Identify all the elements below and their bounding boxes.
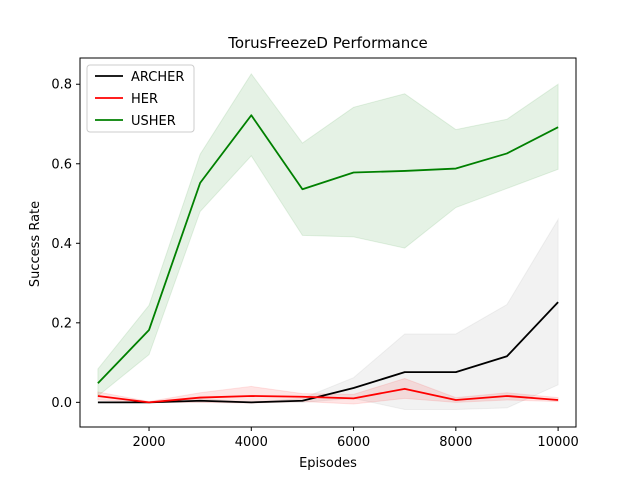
y-tick-label: 0.0 xyxy=(51,396,72,411)
line-her xyxy=(97,387,559,404)
legend-box xyxy=(86,64,195,133)
y-tick-label: 0.8 xyxy=(51,78,72,93)
x-tick-label: 2000 xyxy=(132,435,165,450)
x-tick-label: 8000 xyxy=(439,435,472,450)
line-archer xyxy=(97,301,559,404)
line-usher xyxy=(97,114,559,384)
chart-title: TorusFreezeD Performance xyxy=(227,34,428,52)
x-axis-label: Episodes xyxy=(299,456,357,471)
legend-label-archer: ARCHER xyxy=(131,70,184,85)
series-lines xyxy=(97,114,559,404)
x-tick-label: 6000 xyxy=(337,435,370,450)
legend-label-usher: USHER xyxy=(131,114,176,129)
x-tick-label: 4000 xyxy=(235,435,268,450)
x-axis: 2000 4000 6000 8000 10000 xyxy=(132,427,579,450)
y-tick-label: 0.6 xyxy=(51,157,72,172)
plot-frame xyxy=(79,57,577,428)
legend: ARCHER HER USHER xyxy=(86,64,195,133)
y-axis-label: Success Rate xyxy=(28,201,43,287)
x-tick-label: 10000 xyxy=(537,435,578,450)
y-tick-label: 0.2 xyxy=(51,316,72,331)
y-axis: 0.0 0.2 0.4 0.6 0.8 xyxy=(51,78,80,411)
y-tick-label: 0.4 xyxy=(51,237,72,252)
band-usher xyxy=(97,73,559,398)
legend-label-her: HER xyxy=(131,92,158,107)
